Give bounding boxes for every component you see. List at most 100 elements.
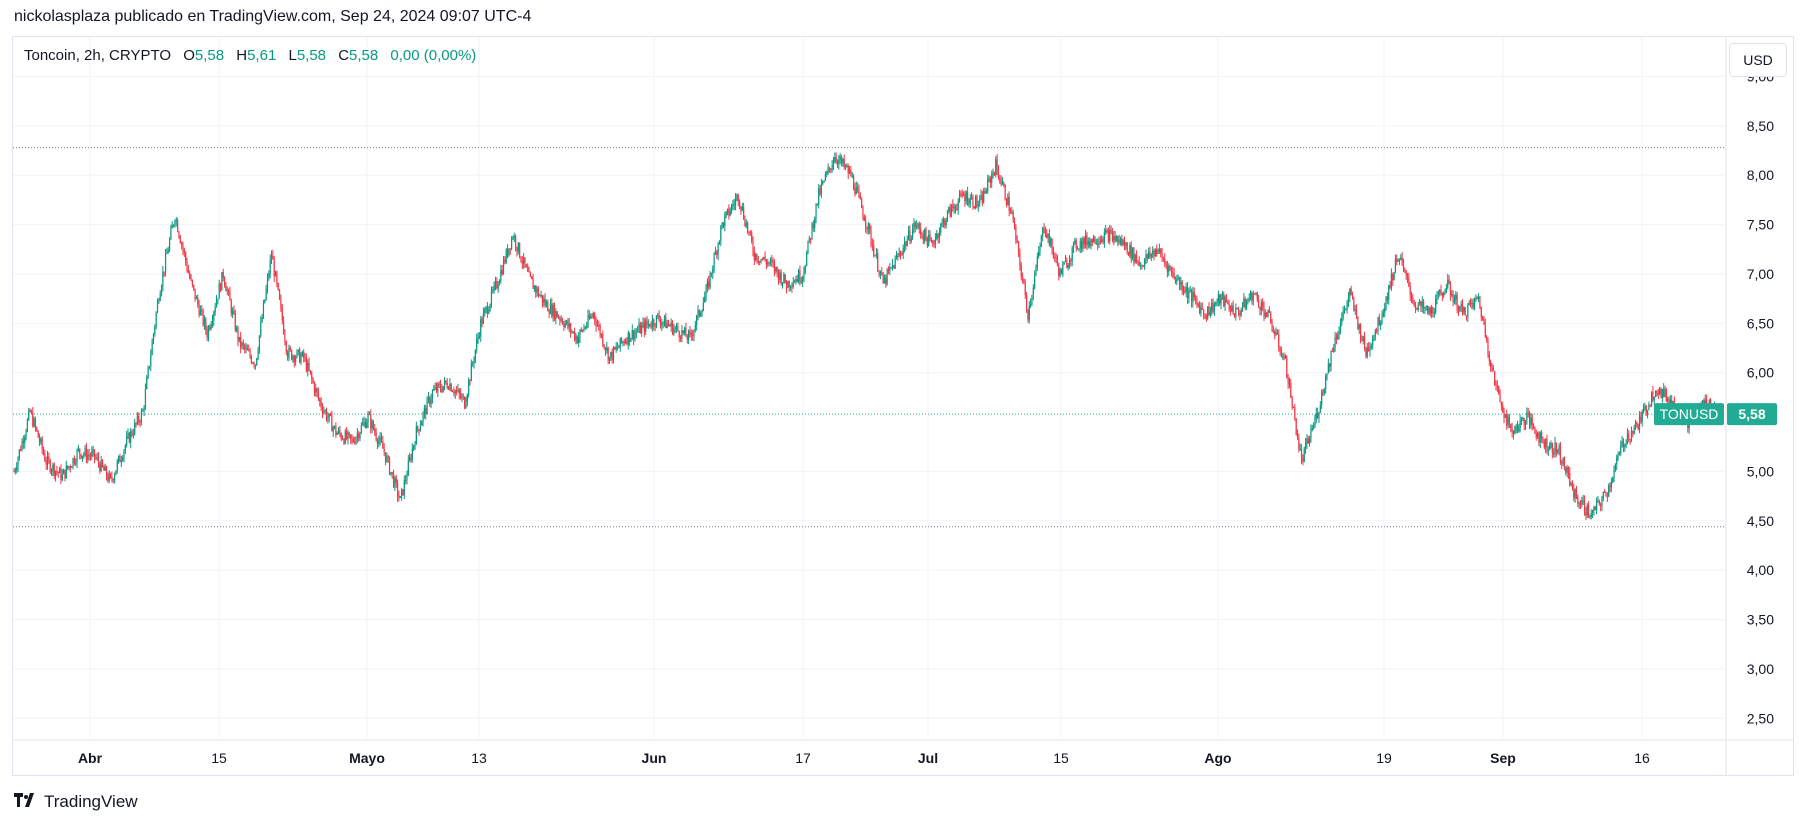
- candle-body: [627, 332, 629, 345]
- candle-body: [1652, 391, 1654, 401]
- candle-body: [685, 327, 687, 337]
- candle-body: [1555, 442, 1557, 453]
- candle-body: [1011, 212, 1013, 214]
- candle-body: [1103, 232, 1105, 243]
- candle-body: [301, 351, 303, 356]
- candle-body: [316, 388, 318, 393]
- candle-body: [1444, 292, 1446, 294]
- candle-body: [41, 438, 43, 450]
- candle-body: [740, 206, 742, 210]
- candle-body: [1067, 265, 1069, 268]
- candle-body: [1095, 243, 1097, 245]
- candle-body: [462, 396, 464, 398]
- candle-body: [1499, 393, 1501, 402]
- candle-body: [812, 223, 814, 229]
- candle-body: [1260, 302, 1262, 310]
- candle-body: [347, 432, 349, 439]
- candle-body: [592, 313, 594, 317]
- candle-body: [1583, 500, 1586, 513]
- candle-body: [1296, 435, 1299, 439]
- candle-body: [595, 320, 597, 327]
- candle-body: [818, 188, 820, 205]
- candle-body: [505, 249, 507, 263]
- candle-body: [1582, 500, 1584, 502]
- candle-body: [654, 325, 656, 327]
- currency-button[interactable]: USD: [1729, 43, 1787, 77]
- candle-body: [248, 350, 250, 352]
- candle-body: [653, 319, 655, 326]
- candle-body: [193, 284, 195, 289]
- candle-body: [776, 267, 778, 272]
- candle-body: [253, 363, 255, 366]
- candle-body: [883, 277, 886, 284]
- candle-body: [501, 269, 503, 274]
- candle-body: [682, 330, 684, 334]
- candle-body: [1420, 301, 1422, 307]
- candle-body: [891, 265, 894, 268]
- candle-body: [368, 413, 371, 415]
- candle-body: [344, 431, 346, 444]
- candle-body: [666, 323, 668, 329]
- candle-body: [1633, 427, 1635, 434]
- candle-body: [215, 300, 218, 308]
- candle-body: [761, 258, 763, 260]
- candle-body: [1358, 324, 1360, 329]
- candle-body: [76, 450, 78, 463]
- candle-body: [670, 322, 672, 327]
- candle-body: [1439, 290, 1441, 294]
- candle-body: [1642, 408, 1645, 412]
- candle-body: [1394, 258, 1397, 273]
- candle-body: [784, 274, 786, 283]
- candle-body: [917, 223, 919, 226]
- candle-body: [1669, 399, 1671, 406]
- candle-body: [671, 322, 674, 334]
- candle-body: [1530, 417, 1532, 426]
- candle-body: [861, 198, 863, 208]
- candle-body: [139, 421, 141, 423]
- candle-body: [792, 282, 794, 287]
- tradingview-footer[interactable]: TradingView: [14, 790, 138, 813]
- candle-body: [44, 454, 46, 462]
- candle-body: [1208, 306, 1210, 316]
- candle-body: [138, 415, 140, 422]
- candle-body: [980, 194, 982, 200]
- candle-body: [855, 187, 857, 195]
- candle-body: [1345, 308, 1347, 310]
- candle-body: [651, 319, 654, 327]
- candle-body: [1476, 297, 1478, 299]
- candle-body: [1663, 388, 1665, 398]
- candle-body: [246, 347, 248, 351]
- candle-body: [174, 220, 176, 225]
- candle-body: [142, 410, 144, 412]
- candle-body: [25, 431, 27, 438]
- candle-body: [971, 196, 973, 199]
- candle-body: [718, 240, 721, 244]
- candle-body: [331, 415, 333, 432]
- candle-body: [1026, 295, 1028, 310]
- candle-body: [1535, 433, 1537, 438]
- candle-body: [1032, 287, 1034, 295]
- candle-body: [422, 413, 424, 422]
- candle-body: [186, 261, 188, 270]
- candle-body: [583, 327, 585, 332]
- candle-body: [197, 297, 199, 305]
- candle-body: [914, 222, 916, 227]
- candle-body: [760, 258, 762, 263]
- candle-body: [395, 477, 397, 484]
- candle-body: [95, 457, 97, 459]
- candle-body: [1279, 347, 1281, 353]
- candle-body: [1365, 348, 1367, 357]
- candle-body: [61, 474, 63, 480]
- candle-body: [213, 311, 215, 321]
- candle-body: [272, 255, 274, 260]
- candle-body: [781, 282, 784, 285]
- candle-body: [1629, 439, 1631, 441]
- candle-body: [71, 466, 73, 468]
- candle-body: [734, 198, 737, 205]
- candle-body: [1184, 291, 1186, 293]
- candle-body: [375, 432, 377, 440]
- candle-body: [131, 431, 133, 436]
- candle-body: [36, 427, 38, 431]
- candle-body: [1418, 301, 1421, 305]
